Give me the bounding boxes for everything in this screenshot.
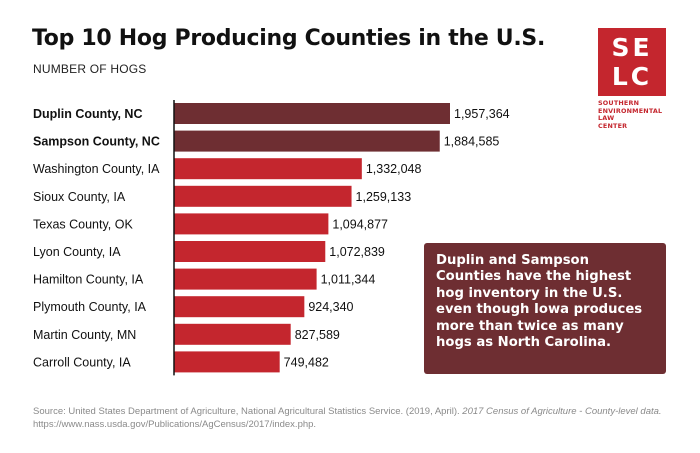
category-label: Texas County, OK <box>33 217 133 231</box>
bar <box>174 185 352 207</box>
value-label: 1,072,839 <box>329 245 385 259</box>
logo-caption-line: ENVIRONMENTAL <box>598 106 663 115</box>
bar <box>174 351 280 373</box>
selc-logo-mark: SE LC <box>598 28 666 96</box>
category-label: Carroll County, IA <box>33 355 131 369</box>
logo-line-1: SE <box>611 33 653 62</box>
bar <box>174 103 450 124</box>
category-label: Sampson County, NC <box>33 135 160 149</box>
source-note: Source: United States Department of Agri… <box>33 406 673 431</box>
bar <box>174 268 317 290</box>
bar <box>174 323 291 345</box>
category-label: Plymouth County, IA <box>33 300 147 314</box>
logo-caption-line: LAW <box>598 114 615 122</box>
logo-line-2: LC <box>611 62 653 91</box>
category-label: Martin County, MN <box>33 328 136 342</box>
source-title: 2017 Census of Agriculture - County-leve… <box>462 406 662 417</box>
chart-title: Top 10 Hog Producing Counties in the U.S… <box>32 26 546 51</box>
logo-caption-line: CENTER <box>598 121 628 130</box>
value-label: 1,332,048 <box>366 162 422 176</box>
value-label: 924,340 <box>308 300 353 314</box>
bar <box>174 296 305 318</box>
bar <box>174 213 329 235</box>
logo-caption: SOUTHERN ENVIRONMENTAL LAW CENTER <box>598 99 666 130</box>
value-label: 1,094,877 <box>332 217 388 231</box>
bar <box>174 130 440 152</box>
source-url: https://www.nass.usda.gov/Publications/A… <box>33 418 317 430</box>
selc-logo: SE LC SOUTHERN ENVIRONMENTAL LAW CENTER <box>598 28 666 130</box>
source-prefix: Source: United States Department of Agri… <box>33 406 463 417</box>
bar <box>174 241 326 262</box>
category-label: Duplin County, NC <box>33 107 142 121</box>
value-label: 1,259,133 <box>356 190 412 204</box>
bar-chart: Duplin County, NC 1,957,364 Sampson County… <box>33 100 510 376</box>
category-label: Washington County, IA <box>33 162 160 176</box>
category-label: Lyon County, IA <box>33 245 121 259</box>
value-label: 749,482 <box>284 355 329 369</box>
category-label: Hamilton County, IA <box>33 273 144 287</box>
value-label: 1,011,344 <box>321 273 376 287</box>
logo-caption-line: SOUTHERN <box>598 99 640 107</box>
value-label: 827,589 <box>295 328 340 342</box>
value-label: 1,884,585 <box>444 135 500 149</box>
value-label: 1,957,364 <box>454 107 510 121</box>
chart-subtitle: NUMBER OF HOGS <box>33 62 147 76</box>
bar <box>174 158 362 180</box>
category-label: Sioux County, IA <box>33 190 126 204</box>
callout-text: Duplin and Sampson Counties have the hig… <box>436 253 643 351</box>
callout-box: Duplin and Sampson Counties have the hig… <box>424 243 666 374</box>
